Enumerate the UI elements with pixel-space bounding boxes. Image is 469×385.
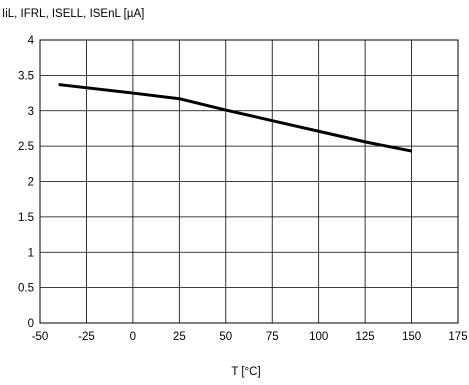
x-tick-label: -50 [32, 331, 49, 343]
y-tick-label: 0.5 [18, 283, 34, 295]
x-tick-label: 150 [402, 331, 421, 343]
y-axis-label: IiL, IFRL, ISELL, ISEnL [µA] [2, 8, 144, 20]
x-tick-label: 0 [130, 331, 136, 343]
x-tick-label: 75 [266, 331, 279, 343]
y-tick-label: 2 [28, 177, 34, 189]
y-tick-label: 3.5 [18, 70, 34, 82]
grid [39, 39, 459, 324]
x-tick-label: 25 [173, 331, 186, 343]
x-axis-label: T [°C] [231, 366, 260, 378]
y-tick-labels: 0 0.5 1 1.5 2 2.5 3 3.5 4 [18, 35, 35, 330]
y-tick-label: 2.5 [18, 141, 34, 153]
plot-area [39, 39, 459, 324]
y-tick-label: 4 [28, 35, 35, 47]
y-tick-label: 0 [28, 318, 34, 330]
y-tick-label: 1.5 [18, 212, 34, 224]
x-tick-label: -25 [78, 331, 95, 343]
series-line [58, 83, 412, 153]
y-tick-label: 1 [28, 247, 34, 259]
x-tick-label: 125 [356, 331, 375, 343]
x-tick-labels: -50 -25 0 25 50 75 100 125 150 175 [32, 331, 468, 343]
x-tick-label: 175 [448, 331, 467, 343]
y-tick-label: 3 [28, 106, 34, 118]
x-tick-label: 50 [219, 331, 232, 343]
x-tick-label: 100 [309, 331, 328, 343]
